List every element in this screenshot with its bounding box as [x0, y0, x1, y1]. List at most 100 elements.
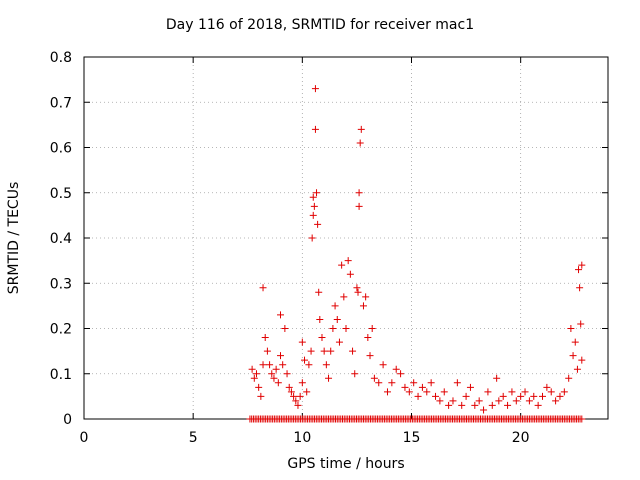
data-point: [414, 392, 422, 400]
data-point: [366, 352, 374, 360]
y-tick-label: 0.6: [50, 141, 72, 157]
data-point: [375, 379, 383, 387]
data-point: [578, 415, 586, 423]
data-point: [453, 379, 461, 387]
data-point: [423, 388, 431, 396]
data-point: [346, 270, 354, 278]
data-point: [268, 370, 276, 378]
data-point: [569, 352, 577, 360]
data-point: [565, 374, 573, 382]
data-point: [287, 388, 295, 396]
data-point: [248, 365, 256, 373]
data-point: [401, 383, 409, 391]
data-point: [250, 374, 258, 382]
data-point: [560, 388, 568, 396]
data-point: [525, 397, 533, 405]
data-point: [410, 379, 418, 387]
tick-labels: 0 5 10 15 20 0 0.1 0.2 0.3 0.4 0.5 0.6 0.7 0.8: [50, 50, 530, 446]
data-point: [405, 388, 413, 396]
data-point: [534, 401, 542, 409]
data-point: [353, 284, 361, 292]
data-point: [362, 293, 370, 301]
data-point: [257, 392, 265, 400]
data-point: [392, 365, 400, 373]
data-point: [344, 257, 352, 265]
grid-lines: [84, 57, 608, 419]
data-point: [355, 189, 363, 197]
data-point: [266, 361, 274, 369]
data-point: [311, 125, 319, 133]
data-point: [573, 365, 581, 373]
data-point: [261, 334, 269, 342]
y-tick-label: 0.2: [50, 322, 72, 338]
data-point: [318, 334, 326, 342]
data-point: [308, 234, 316, 242]
data-point: [488, 401, 496, 409]
data-point: [277, 311, 284, 319]
data-point: [499, 392, 507, 400]
data-point: [313, 189, 321, 197]
data-point: [290, 392, 298, 400]
data-point: [255, 383, 263, 391]
data-point: [309, 193, 317, 201]
data-point: [310, 202, 318, 210]
data-point: [466, 383, 474, 391]
data-point: [270, 374, 278, 382]
data-point: [432, 392, 440, 400]
data-point: [356, 139, 364, 147]
data-point: [314, 220, 322, 228]
y-tick-label: 0.1: [50, 367, 72, 383]
data-point: [556, 392, 564, 400]
data-point: [259, 361, 267, 369]
data-point: [462, 392, 470, 400]
data-points: [246, 85, 586, 423]
data-point: [576, 284, 584, 292]
data-point: [285, 383, 293, 391]
data-point: [436, 397, 444, 405]
data-point: [575, 266, 583, 274]
data-point: [418, 383, 426, 391]
y-tick-label: 0.4: [50, 231, 72, 247]
data-point: [279, 361, 287, 369]
data-point: [517, 392, 525, 400]
data-point: [281, 325, 289, 332]
data-point: [329, 325, 337, 332]
y-tick-label: 0.7: [50, 95, 72, 111]
data-point: [577, 320, 585, 328]
data-point: [388, 379, 396, 387]
data-point: [305, 361, 313, 369]
data-point: [303, 388, 311, 396]
data-point: [315, 288, 323, 296]
data-point: [397, 370, 405, 378]
x-tick-label: 0: [80, 430, 89, 446]
data-point: [552, 397, 560, 405]
data-point: [379, 361, 387, 369]
plot-area-frame: [83, 56, 609, 420]
x-tick-label: 20: [512, 430, 530, 446]
data-point: [471, 401, 479, 409]
data-point: [364, 334, 372, 342]
data-point: [277, 352, 284, 360]
data-point: [359, 302, 367, 310]
axis-ticks: [83, 56, 608, 420]
data-point: [521, 388, 529, 396]
data-point: [357, 125, 365, 133]
data-point: [263, 347, 271, 355]
data-point: [508, 388, 516, 396]
data-point: [325, 374, 333, 382]
data-point: [296, 392, 304, 400]
data-point: [272, 365, 280, 373]
data-point: [351, 370, 359, 378]
data-point: [322, 361, 330, 369]
data-point: [340, 293, 348, 301]
data-point: [309, 211, 317, 219]
data-point: [338, 261, 346, 269]
data-point: [292, 397, 300, 405]
data-point: [445, 401, 453, 409]
data-point: [307, 347, 315, 355]
data-point: [484, 388, 492, 396]
data-point: [480, 406, 488, 414]
data-point: [294, 401, 302, 409]
x-tick-label: 5: [189, 430, 198, 446]
